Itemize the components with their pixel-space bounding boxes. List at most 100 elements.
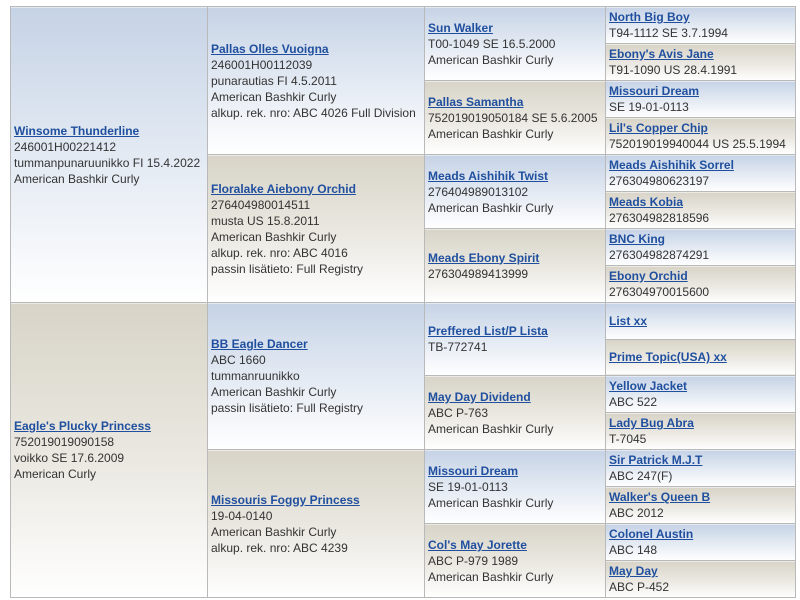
horse-detail-text: ABC P-763 <box>428 405 489 420</box>
horse-detail-text: 276304970015600 <box>609 285 710 299</box>
horse-name-link[interactable]: Meads Kobia <box>609 195 684 209</box>
horse-name-link[interactable]: Lady Bug Abra <box>609 416 694 431</box>
horse-name-link[interactable]: Meads Ebony Spirit <box>428 250 540 265</box>
horse-detail-text: SE 19-01-0113 <box>609 100 689 114</box>
horse-name-link[interactable]: Sir Patrick M.J.T <box>609 453 703 468</box>
horse-detail-text: passin lisätieto: Full Registry <box>211 261 364 276</box>
horse-detail-text: T91-1090 US 28.4.1991 <box>609 63 738 77</box>
pedigree-cell-gen3-dam: May Day Dividend ABC P-763 American Bashki… <box>424 375 606 451</box>
pedigree-cell-gen1-dam: Eagle's Plucky Princess 752019019090158 vo… <box>10 301 208 599</box>
horse-name-link[interactable]: Meads Aishihik Sorrel <box>609 158 734 172</box>
pedigree-row: Ebony Orchid 276304970015600 <box>11 265 796 303</box>
pedigree-row: Col's May Jorette ABC P-979 1989 American … <box>11 523 796 599</box>
pedigree-row: May Day Dividend ABC P-763 American Bashki… <box>11 375 796 451</box>
pedigree-cell-gen3-sire: Meads Aishihik Twist 276404989013102 Ameri… <box>424 154 606 229</box>
pedigree-cell-gen4-sire: List xx <box>605 302 796 340</box>
pedigree-table: Winsome Thunderline 246001H00221412 tumman… <box>10 6 796 599</box>
horse-name-link[interactable]: Colonel Austin <box>609 527 694 542</box>
horse-detail-text: voikko SE 17.6.2009 <box>14 451 125 466</box>
horse-name-link[interactable]: Missouris Foggy Princess <box>211 492 360 507</box>
pedigree-cell-gen3-dam: Col's May Jorette ABC P-979 1989 American … <box>424 523 606 599</box>
pedigree-row: Floralake Aiebony Orchid 276404980014511 m… <box>11 154 796 303</box>
horse-detail-text: American Bashkir Curly <box>211 385 337 400</box>
horse-detail-text: 752019019090158 <box>14 435 115 450</box>
horse-detail-text: American Bashkir Curly <box>211 89 337 104</box>
horse-name-link[interactable]: Pallas Olles Vuoigna <box>211 41 329 56</box>
horse-name-link[interactable]: Missouri Dream <box>428 463 519 478</box>
horse-detail-text: alkup. rek. nro: ABC 4239 <box>211 540 348 555</box>
horse-name-link[interactable]: Meads Aishihik Twist <box>428 168 549 183</box>
horse-name-link[interactable]: May Day <box>609 564 658 579</box>
pedigree-row: Meads Ebony Spirit 276304989413999 BNC Kin… <box>11 228 796 303</box>
pedigree-cell-gen4-dam: Prime Topic(USA) xx <box>605 338 796 377</box>
horse-name-link[interactable]: Ebony's Avis Jane <box>609 47 714 61</box>
horse-detail-text: American Bashkir Curly <box>428 495 554 510</box>
horse-detail-text: alkup. rek. nro: ABC 4016 <box>211 245 348 260</box>
pedigree-cell-gen2-sire: Pallas Olles Vuoigna 246001H00112039 punar… <box>207 6 425 155</box>
horse-detail-text: ABC 148 <box>609 543 658 558</box>
pedigree-cell-gen3-sire: Sun Walker T00-1049 SE 16.5.2000 American … <box>424 6 606 81</box>
horse-detail-text: ABC P-979 1989 <box>428 553 519 568</box>
horse-detail-text: American Bashkir Curly <box>428 200 554 215</box>
horse-name-link[interactable]: Ebony Orchid <box>609 269 688 283</box>
horse-name-link[interactable]: North Big Boy <box>609 10 690 24</box>
pedigree-cell-gen4-dam: Lady Bug Abra T-7045 <box>605 412 796 451</box>
horse-detail-text: T-7045 <box>609 432 647 447</box>
horse-detail-text: ABC 247(F) <box>609 469 673 484</box>
horse-detail-text: ABC 2012 <box>609 506 664 521</box>
pedigree-cell-gen4-sire: North Big Boy T94-1112 SE 3.7.1994 <box>605 6 796 44</box>
pedigree-cell-gen4-sire: BNC King 276304982874291 <box>605 228 796 266</box>
horse-name-link[interactable]: Col's May Jorette <box>428 537 527 552</box>
pedigree-row: Winsome Thunderline 246001H00221412 tumman… <box>10 6 796 303</box>
horse-detail-text: 276304980623197 <box>609 174 710 188</box>
horse-detail-text: American Bashkir Curly <box>211 524 337 539</box>
pedigree-row: Missouris Foggy Princess 19-04-0140 Americ… <box>11 449 796 599</box>
horse-detail-text: 276304982874291 <box>609 248 710 262</box>
horse-detail-text: 752019019050184 SE 5.6.2005 <box>428 110 598 125</box>
horse-detail-text: 752019019940044 US 25.5.1994 <box>609 137 786 151</box>
pedigree-cell-gen4-sire: Yellow Jacket ABC 522 <box>605 375 796 414</box>
horse-detail-text: SE 19-01-0113 <box>428 479 508 494</box>
horse-name-link[interactable]: Floralake Aiebony Orchid <box>211 181 356 196</box>
horse-detail-text: American Bashkir Curly <box>14 171 140 186</box>
horse-detail-text: 276404980014511 <box>211 197 311 212</box>
horse-name-link[interactable]: List xx <box>609 313 648 328</box>
horse-detail-text: American Curly <box>14 467 97 482</box>
horse-detail-text: tummanpunaruunikko FI 15.4.2022 <box>14 155 201 170</box>
horse-name-link[interactable]: Missouri Dream <box>609 84 700 98</box>
pedigree-cell-gen4-sire: Colonel Austin ABC 148 <box>605 523 796 562</box>
horse-detail-text: ABC 522 <box>609 395 658 410</box>
horse-detail-text: 276404989013102 <box>428 184 529 199</box>
horse-name-link[interactable]: Lil's Copper Chip <box>609 121 708 135</box>
pedigree-cell-gen1-sire: Winsome Thunderline 246001H00221412 tumman… <box>10 6 208 303</box>
horse-detail-text: American Bashkir Curly <box>428 421 554 436</box>
horse-detail-text: musta US 15.8.2011 <box>211 213 320 228</box>
horse-name-link[interactable]: BB Eagle Dancer <box>211 337 308 352</box>
horse-detail-text: ABC P-452 <box>609 580 670 595</box>
horse-detail-text: American Bashkir Curly <box>428 569 554 584</box>
pedigree-cell-gen4-sire: Sir Patrick M.J.T ABC 247(F) <box>605 449 796 488</box>
horse-detail-text: T94-1112 SE 3.7.1994 <box>609 26 728 40</box>
pedigree-cell-gen4-dam: Meads Kobia 276304982818596 <box>605 191 796 229</box>
pedigree-cell-gen3-dam: Pallas Samantha 752019019050184 SE 5.6.20… <box>424 80 606 155</box>
horse-name-link[interactable]: Sun Walker <box>428 20 493 35</box>
pedigree-cell-gen4-sire: Missouri Dream SE 19-01-0113 <box>605 80 796 118</box>
pedigree-cell-gen4-sire: Meads Aishihik Sorrel 276304980623197 <box>605 154 796 192</box>
horse-detail-text: tummanruunikko <box>211 369 300 384</box>
pedigree-cell-gen3-sire: Missouri Dream SE 19-01-0113 American Bash… <box>424 449 606 525</box>
horse-name-link[interactable]: Preffered List/P Lista <box>428 324 548 339</box>
pedigree-row: Pallas Samantha 752019019050184 SE 5.6.20… <box>11 80 796 155</box>
horse-name-link[interactable]: Winsome Thunderline <box>14 123 140 138</box>
pedigree-cell-gen4-dam: Walker's Queen B ABC 2012 <box>605 486 796 525</box>
pedigree-cell-gen4-dam: May Day ABC P-452 <box>605 560 796 599</box>
horse-detail-text: punarautias FI 4.5.2011 <box>211 73 337 88</box>
horse-name-link[interactable]: Pallas Samantha <box>428 94 524 109</box>
horse-name-link[interactable]: Prime Topic(USA) xx <box>609 350 727 365</box>
horse-name-link[interactable]: BNC King <box>609 232 665 246</box>
horse-name-link[interactable]: Eagle's Plucky Princess <box>14 419 151 434</box>
horse-name-link[interactable]: May Day Dividend <box>428 389 531 404</box>
horse-name-link[interactable]: Walker's Queen B <box>609 490 711 505</box>
pedigree-row: Ebony's Avis Jane T91-1090 US 28.4.1991 <box>11 43 796 81</box>
horse-name-link[interactable]: Yellow Jacket <box>609 379 688 394</box>
pedigree-cell-gen4-dam: Ebony's Avis Jane T91-1090 US 28.4.1991 <box>605 43 796 81</box>
